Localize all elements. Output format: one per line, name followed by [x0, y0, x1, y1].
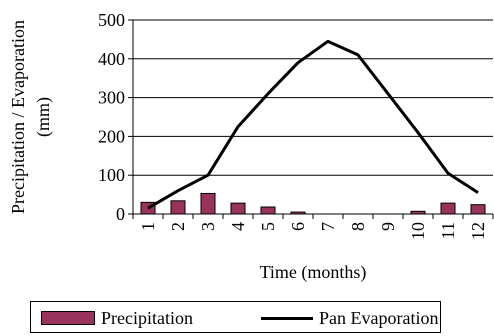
- x-tick-label: 4: [228, 222, 248, 231]
- y-axis-label-line-1: Precipitation / Evaporation: [8, 20, 28, 214]
- x-tick-label: 6: [288, 222, 308, 231]
- precipitation-swatch: [41, 311, 95, 325]
- y-tick-label: 200: [98, 126, 125, 146]
- y-tick-label: 100: [98, 165, 125, 185]
- y-tick-label: 400: [98, 49, 125, 69]
- x-tick-label: 3: [198, 222, 218, 231]
- x-tick-label: 12: [468, 222, 488, 240]
- precipitation-bars: [140, 192, 486, 215]
- y-tick-label: 500: [98, 10, 125, 30]
- y-tick-label: 300: [98, 88, 125, 108]
- precipitation-bar: [260, 206, 276, 215]
- pan-evaporation-line: [147, 39, 479, 210]
- legend-label-precipitation: Precipitation: [101, 307, 193, 328]
- x-tick-label: 2: [168, 222, 188, 231]
- legend-item-pan-evaporation: Pan Evaporation: [261, 308, 438, 328]
- x-tick-label: 1: [138, 222, 158, 231]
- x-tick-label: 11: [438, 222, 458, 239]
- legend-label-pan-evaporation: Pan Evaporation: [319, 307, 439, 328]
- pan-evaporation-swatch: [261, 316, 313, 320]
- x-axis-label: Time (months): [260, 262, 367, 283]
- precipitation-bar: [200, 192, 216, 215]
- x-tick-label: 8: [348, 222, 368, 231]
- legend: Precipitation Pan Evaporation: [30, 301, 441, 333]
- y-axis-label: Precipitation / Evaporation (mm): [8, 20, 54, 214]
- y-tick-label: 0: [116, 204, 125, 224]
- x-tick-label: 5: [258, 222, 278, 231]
- gridlines: [133, 19, 493, 176]
- x-tick-label: 10: [408, 222, 428, 240]
- legend-item-precipitation: Precipitation: [41, 308, 193, 328]
- y-axis-ticks: 0 100 200 300 400 500: [98, 10, 133, 224]
- evaporation-line: [147, 39, 479, 210]
- y-axis-label-line-2: (mm): [33, 97, 54, 137]
- precipitation-bar: [470, 204, 486, 215]
- precipitation-bar: [230, 202, 246, 215]
- x-axis-ticks: 1 2 3 4 5 6 7 8 9 10 11 12: [132, 214, 494, 240]
- precipitation-bar: [170, 200, 186, 215]
- precipitation-bar: [440, 202, 456, 215]
- x-tick-label: 7: [318, 222, 338, 231]
- x-tick-label: 9: [378, 222, 398, 231]
